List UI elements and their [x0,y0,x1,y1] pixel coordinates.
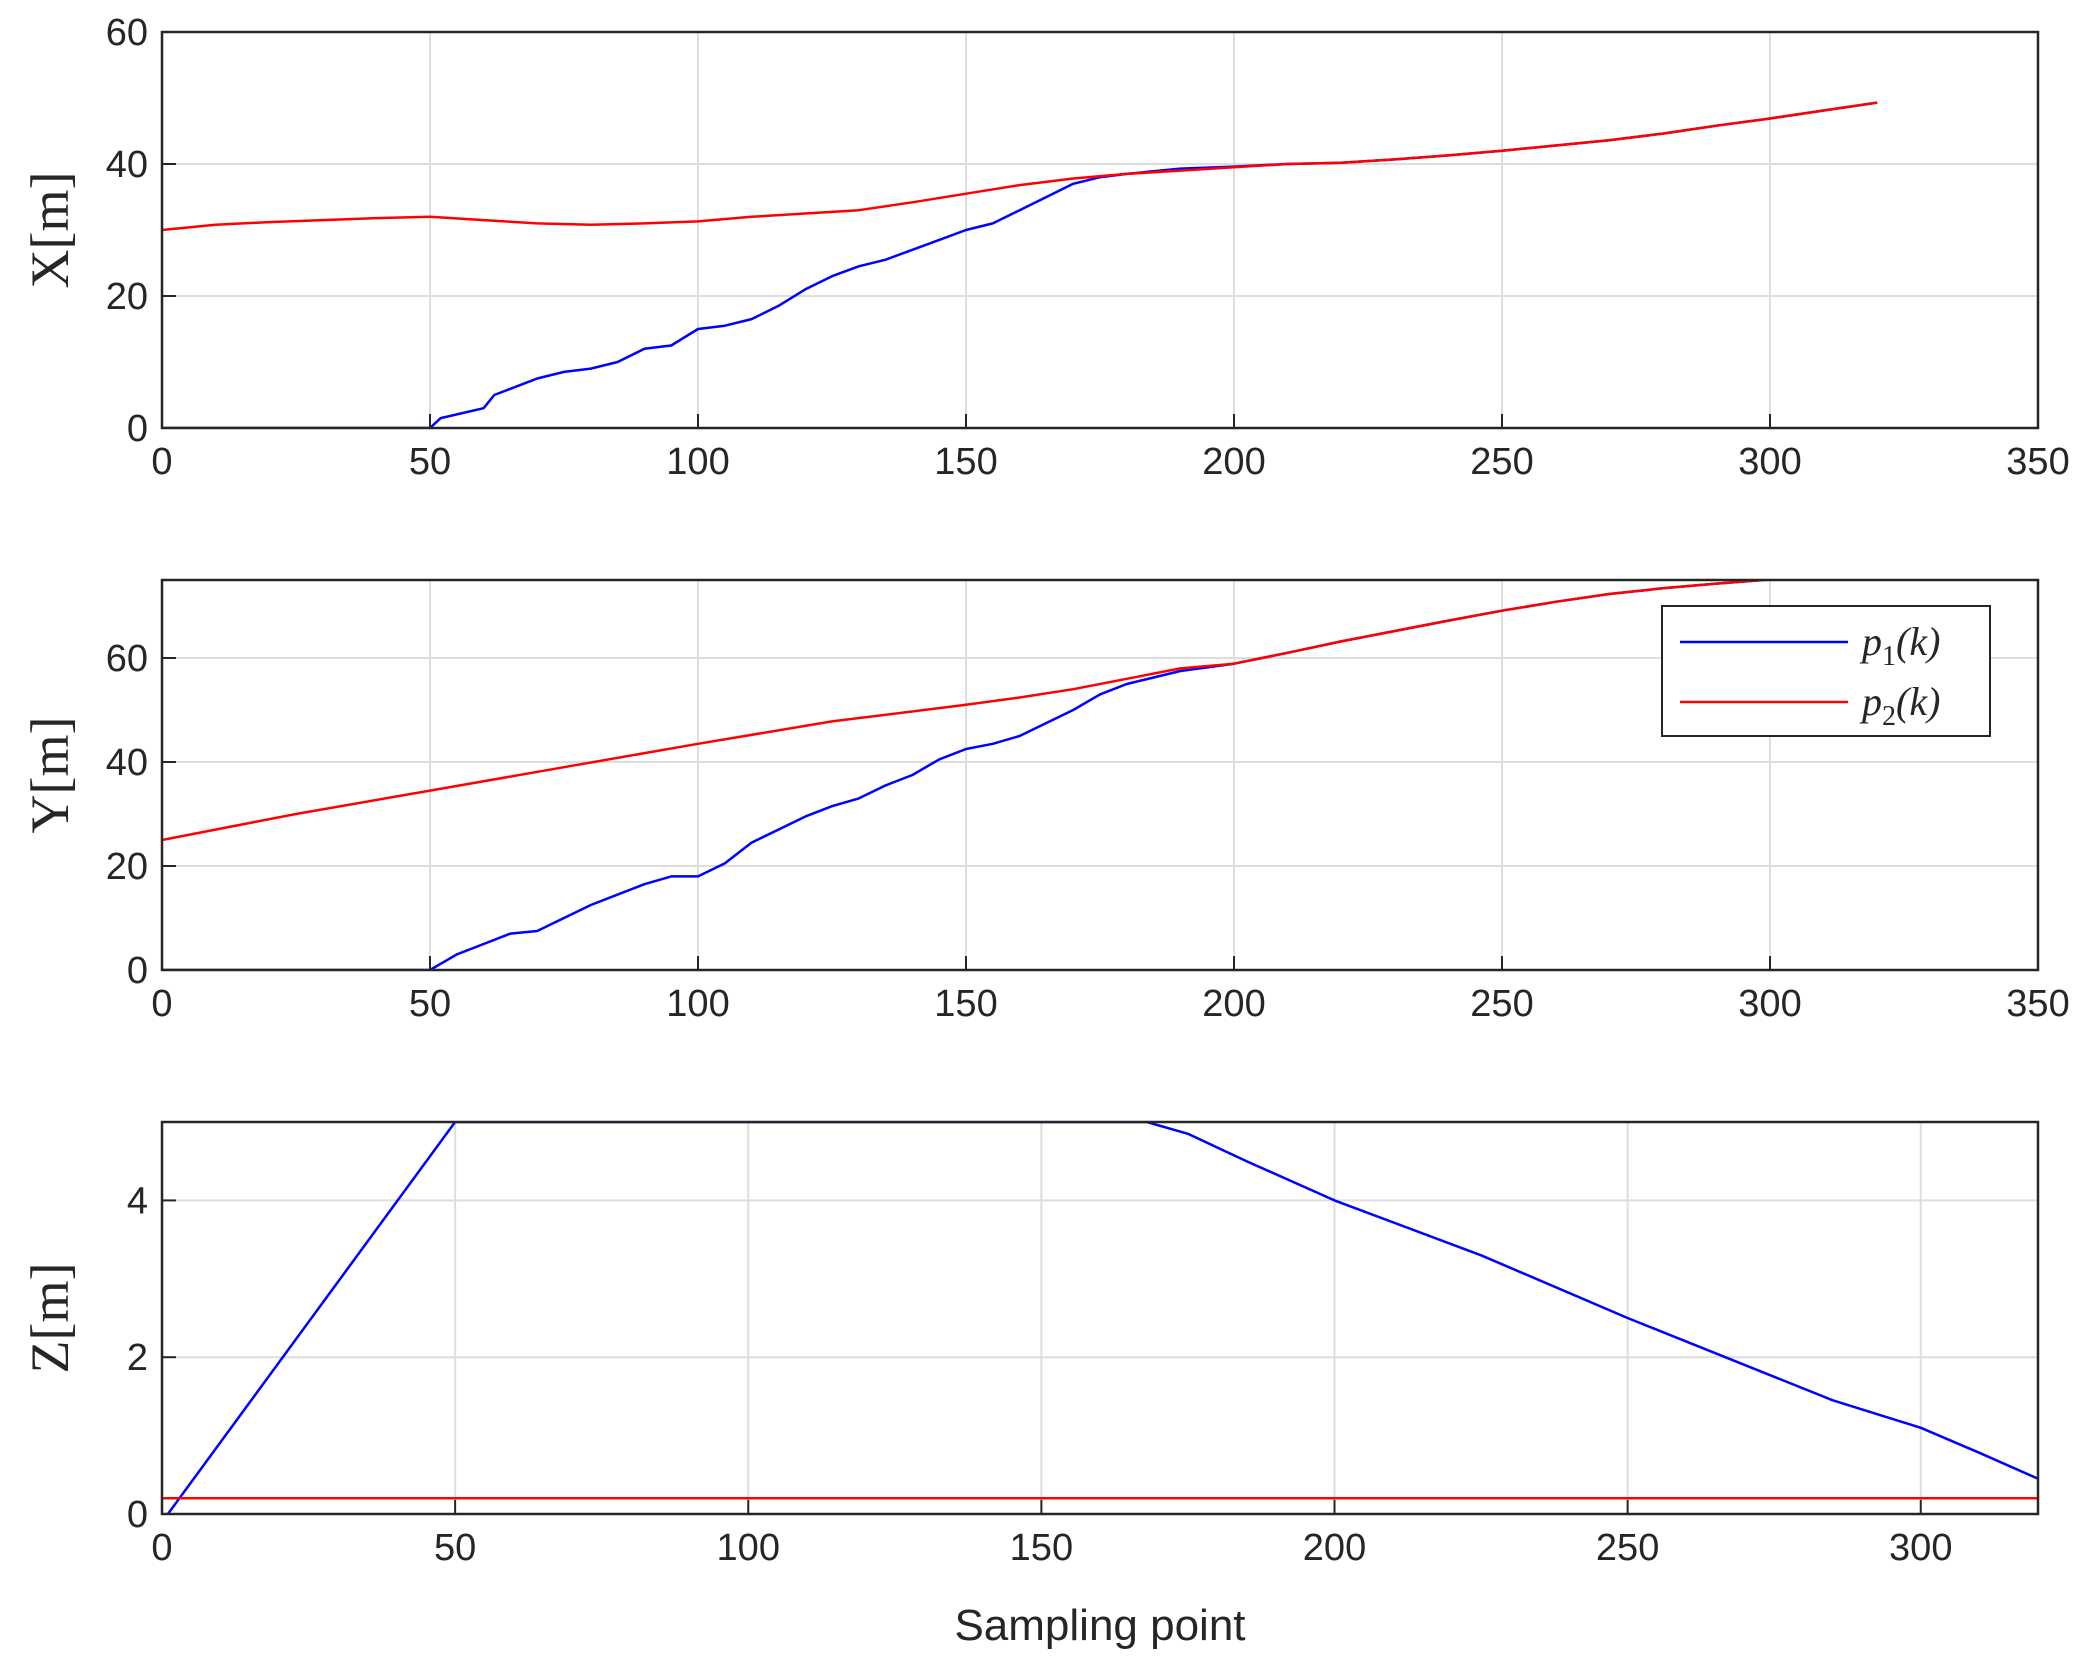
ticks-z: 0 50 100 150 200 250 300 0 2 4 [127,1180,1953,1569]
axes-box-y [160,578,2040,972]
axes-box-x [160,30,2040,430]
x-tick-label: 300 [1738,441,1801,483]
x-tick-label: 100 [717,1527,780,1569]
subplot-z: 0 50 100 150 200 250 300 0 2 4 Z[m] Sampling poin… [20,1120,2040,1650]
x-tick-label: 0 [151,983,172,1025]
subplot-x: 0 50 100 150 200 250 300 350 0 20 40 60 X[m] [20,12,2070,483]
xlabel-z: Sampling point [954,1601,1245,1650]
y-tick-label: 40 [106,144,148,186]
series-group-z [162,1122,2038,1514]
x-tick-label: 50 [434,1527,476,1569]
series-line-p2 [162,580,1784,842]
x-tick-label: 250 [1596,1527,1659,1569]
axes-box-z [160,1120,2040,1516]
x-tick-label: 100 [666,441,729,483]
legend-box [1661,605,1991,737]
legend: p1(k) p2(k) [1661,605,1991,737]
series-line-p1 [166,1122,2038,1514]
ticks-x: 0 50 100 150 200 250 300 350 0 20 40 60 [106,12,2070,483]
plot-area-z [162,1122,2038,1514]
ticks-y: 0 50 100 150 200 250 300 350 0 20 40 60 [106,638,2070,1025]
x-tick-label: 250 [1470,441,1533,483]
ylabel-z: Z[m] [20,1263,80,1374]
plot-area-x [162,32,2038,428]
x-tick-label: 350 [2006,441,2069,483]
x-tick-label: 0 [151,441,172,483]
x-tick-label: 350 [2006,983,2069,1025]
grid-z [162,1122,2038,1514]
ylabel-x: X[m] [20,172,80,289]
y-tick-label: 60 [106,12,148,54]
y-tick-label: 0 [127,950,148,992]
y-tick-label: 2 [127,1337,148,1379]
y-tick-label: 20 [106,276,148,318]
series-group-y [162,580,1784,970]
y-tick-label: 20 [106,846,148,888]
x-tick-label: 50 [409,441,451,483]
subplot-y: 0 50 100 150 200 250 300 350 0 20 40 60 Y[m] p1(k) … [20,578,2070,1025]
series-group-x [162,101,1878,428]
x-tick-label: 150 [934,441,997,483]
y-tick-label: 4 [127,1180,148,1222]
x-tick-label: 0 [151,1527,172,1569]
ylabel-y: Y[m] [20,717,80,834]
x-tick-label: 200 [1303,1527,1366,1569]
x-tick-label: 150 [934,983,997,1025]
legend-label-p1: p1(k) [1859,619,1940,672]
y-tick-label: 0 [127,408,148,450]
grid-x [162,32,2038,428]
x-tick-label: 50 [409,983,451,1025]
x-tick-label: 300 [1738,983,1801,1025]
y-tick-label: 0 [127,1494,148,1536]
y-tick-label: 40 [106,742,148,784]
legend-label-p2: p2(k) [1859,679,1940,732]
x-tick-label: 150 [1010,1527,1073,1569]
x-tick-label: 200 [1202,983,1265,1025]
y-tick-label: 60 [106,638,148,680]
x-tick-label: 250 [1470,983,1533,1025]
series-line-p2 [162,101,1878,232]
x-tick-label: 200 [1202,441,1265,483]
x-tick-label: 100 [666,983,729,1025]
x-tick-label: 300 [1889,1527,1952,1569]
